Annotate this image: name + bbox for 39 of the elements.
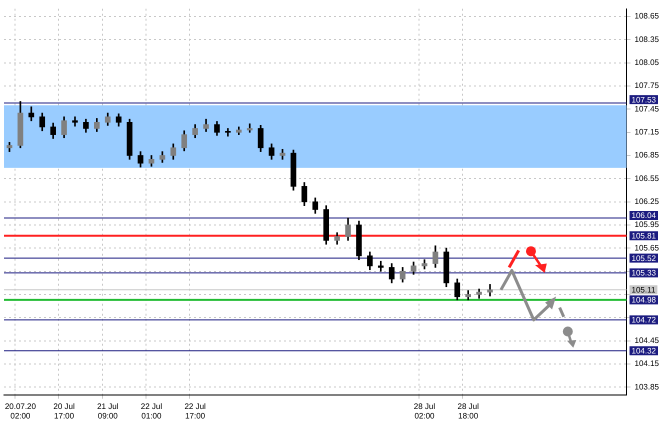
ref-line-label: 104.98	[632, 296, 657, 305]
category-label: 28 Jul	[457, 402, 479, 411]
category-label: 20 Jul	[53, 402, 75, 411]
ref-line-label: 105.81	[632, 231, 657, 240]
y-tick-label: 106.85	[634, 150, 660, 160]
category-label: 02:00	[10, 411, 30, 420]
y-tick-label: 106.25	[634, 197, 660, 206]
category-label: 18:00	[458, 411, 478, 420]
y-tick-label: 108.65	[634, 12, 660, 21]
y-tick-label: 103.85	[634, 382, 660, 392]
candlestick	[72, 116, 78, 126]
category-label: 20.07.20	[4, 402, 36, 411]
ref-line-label: 105.33	[632, 268, 657, 278]
category-label: 28 Jul	[414, 402, 436, 411]
ref-line-label: 107.53	[632, 95, 657, 104]
category-label: 17:00	[185, 411, 206, 420]
y-tick-label: 108.35	[634, 34, 660, 44]
y-tick-label: 107.75	[634, 81, 660, 90]
y-tick-label: 105.95	[634, 220, 660, 230]
y-tick-label: 107.45	[634, 104, 660, 114]
candlestick	[487, 284, 493, 296]
y-tick-label: 108.05	[634, 58, 660, 68]
category-label: 02:00	[414, 411, 434, 420]
ref-line-label: 104.32	[632, 346, 657, 356]
ref-line-label: 105.52	[632, 254, 657, 263]
y-tick-label: 104.15	[634, 359, 660, 368]
category-label: 17:00	[54, 411, 74, 420]
y-tick-label: 106.55	[634, 174, 660, 183]
ref-line-label: 106.04	[632, 211, 657, 220]
y-tick-label: 104.45	[634, 336, 660, 345]
y-tick-label: 107.15	[634, 128, 660, 137]
category-label: 22 Jul	[140, 402, 162, 411]
category-label: 21 Jul	[97, 402, 118, 411]
category-label: 01:00	[141, 411, 162, 420]
ref-line-label: 104.72	[632, 316, 657, 325]
y-tick-label: 105.65	[634, 243, 660, 252]
category-label: 22 Jul	[184, 402, 206, 411]
ref-line-label: 105.11	[632, 286, 656, 295]
category-label: 09:00	[98, 411, 118, 420]
